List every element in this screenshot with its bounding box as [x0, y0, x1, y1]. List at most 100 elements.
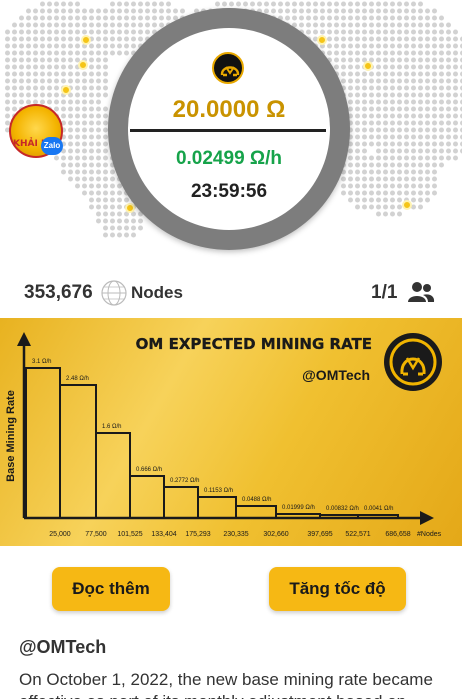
- map-dot: [271, 1, 276, 7]
- map-dot: [397, 99, 402, 105]
- nodes-count: 353,676: [24, 282, 93, 303]
- map-dot: [54, 36, 59, 42]
- map-dot: [362, 22, 367, 28]
- map-dot: [54, 71, 59, 77]
- boost-speed-button[interactable]: Tăng tốc độ: [269, 567, 406, 611]
- map-dot: [453, 134, 458, 140]
- map-dot: [390, 85, 395, 91]
- map-dot: [355, 57, 360, 63]
- map-dot: [131, 22, 136, 28]
- map-dot: [404, 85, 409, 91]
- map-dot: [425, 36, 430, 42]
- map-dot: [404, 148, 409, 154]
- map-dot: [383, 50, 388, 56]
- map-dot: [425, 120, 430, 126]
- map-dot: [390, 57, 395, 63]
- map-dot: [40, 64, 45, 70]
- map-dot: [432, 36, 437, 42]
- map-dot: [299, 15, 304, 21]
- map-dot: [341, 36, 346, 42]
- map-dot: [404, 92, 409, 98]
- map-dot: [89, 106, 94, 112]
- map-dot: [180, 8, 185, 14]
- map-dot: [75, 155, 80, 161]
- chart-value-label: 2.48 Ω/h: [66, 376, 89, 382]
- map-dot: [12, 57, 17, 63]
- map-dot: [383, 8, 388, 14]
- map-dot: [40, 78, 45, 84]
- map-dot: [152, 15, 157, 21]
- map-dot: [376, 204, 381, 210]
- map-dot: [117, 36, 122, 42]
- map-dot: [418, 64, 423, 70]
- map-dot: [432, 85, 437, 91]
- map-dot: [432, 22, 437, 28]
- map-dot: [278, 8, 283, 14]
- chart-tick-label: 133,404: [151, 531, 176, 538]
- map-dot: [75, 29, 80, 35]
- people-icon[interactable]: [407, 280, 435, 304]
- map-dot: [397, 127, 402, 133]
- map-dot: [369, 8, 374, 14]
- map-dot: [362, 50, 367, 56]
- map-dot: [397, 155, 402, 161]
- map-dot: [306, 29, 311, 35]
- map-dot: [82, 190, 87, 196]
- map-dot: [54, 43, 59, 49]
- chart-bar: [59, 384, 97, 519]
- map-dot: [446, 71, 451, 77]
- map-dot: [355, 1, 360, 7]
- map-dot: [131, 225, 136, 231]
- map-dot: [131, 8, 136, 14]
- support-badge[interactable]: KHẢI H: [9, 104, 63, 158]
- map-dot: [439, 36, 444, 42]
- map-dot: [411, 43, 416, 49]
- map-dot: [432, 183, 437, 189]
- map-dot: [40, 22, 45, 28]
- map-dot: [376, 43, 381, 49]
- map-dot: [439, 15, 444, 21]
- map-dot: [453, 155, 458, 161]
- map-dot: [397, 204, 402, 210]
- chart-tick-label: 101,525: [117, 531, 142, 538]
- map-dot: [61, 162, 66, 168]
- map-dot: [285, 1, 290, 7]
- map-dot: [285, 15, 290, 21]
- map-dot: [376, 148, 381, 154]
- chart-value-label: 0.01999 Ω/h: [282, 505, 315, 511]
- map-dot: [96, 113, 101, 119]
- map-dot: [334, 36, 339, 42]
- map-dot: [376, 57, 381, 63]
- map-dot: [362, 99, 367, 105]
- map-dot: [390, 1, 395, 7]
- map-dot: [383, 78, 388, 84]
- map-dot: [425, 197, 430, 203]
- map-dot: [257, 1, 262, 7]
- map-dot: [47, 8, 52, 14]
- map-dot: [47, 57, 52, 63]
- map-dot: [390, 211, 395, 217]
- map-dot: [425, 8, 430, 14]
- map-dot: [362, 141, 367, 147]
- map-dot: [369, 29, 374, 35]
- map-dot: [12, 36, 17, 42]
- map-dot: [397, 78, 402, 84]
- map-dot: [411, 99, 416, 105]
- map-dot: [439, 148, 444, 154]
- read-more-button[interactable]: Đọc thêm: [52, 567, 170, 611]
- map-dot: [61, 71, 66, 77]
- zalo-chat-icon[interactable]: Zalo: [41, 137, 63, 155]
- map-dot: [418, 183, 423, 189]
- map-dot: [418, 92, 423, 98]
- map-dot: [96, 92, 101, 98]
- chart-tick-label: 25,000: [49, 531, 71, 538]
- map-dot: [425, 64, 430, 70]
- map-dot: [96, 50, 101, 56]
- map-dot: [446, 57, 451, 63]
- map-dot: [341, 190, 346, 196]
- map-dot: [446, 22, 451, 28]
- map-dot: [411, 204, 416, 210]
- map-dot: [68, 78, 73, 84]
- map-dot: [418, 197, 423, 203]
- map-dot: [54, 155, 59, 161]
